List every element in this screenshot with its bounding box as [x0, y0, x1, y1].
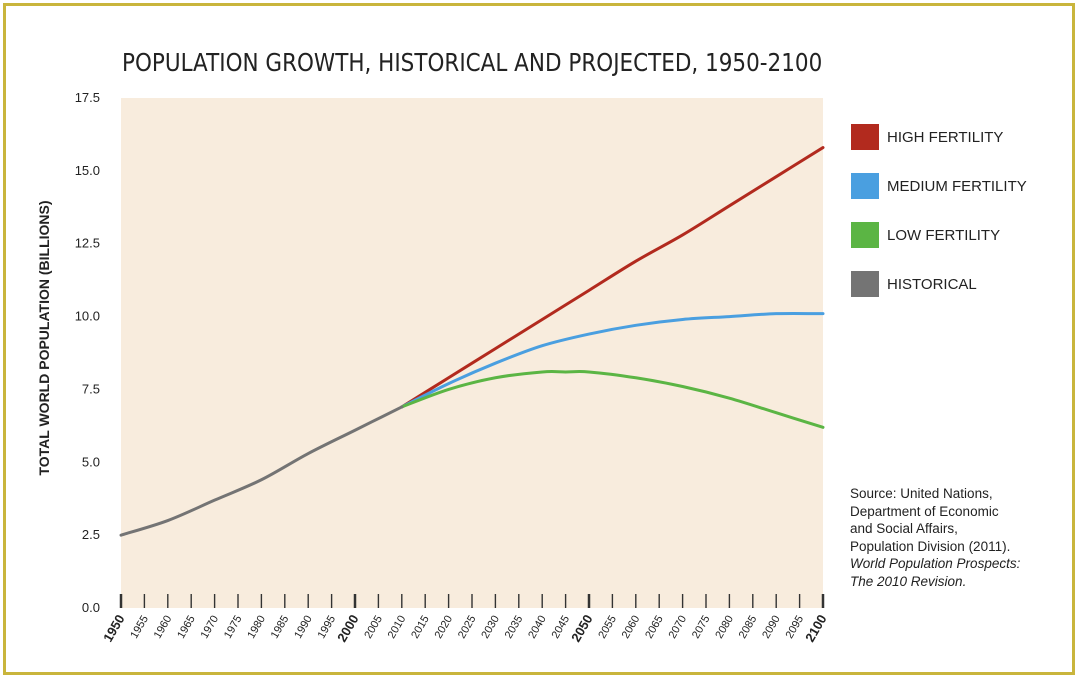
source-line-1: Source: United Nations,	[850, 486, 993, 501]
legend-swatch-medium	[851, 173, 879, 199]
legend-item-high: HIGH FERTILITY	[851, 122, 1027, 152]
x-tick-label: 2030	[479, 614, 502, 641]
legend-swatch-low	[851, 222, 879, 248]
x-tick-label: 2100	[802, 612, 829, 645]
x-tick-label: 2025	[456, 614, 479, 641]
series-lines	[119, 146, 825, 537]
x-tick-label: 1980	[245, 614, 268, 641]
y-tick-label: 15.0	[75, 163, 100, 178]
series-line-medium-fertility	[400, 311, 825, 409]
source-line-6: The 2010 Revision.	[850, 573, 967, 589]
x-tick-label: 2000	[334, 612, 361, 645]
x-tick-label: 2005	[362, 614, 385, 641]
y-tick-label: 7.5	[82, 381, 100, 396]
legend-item-low: LOW FERTILITY	[851, 220, 1027, 250]
source-line-4: Population Division (2011).	[850, 538, 1011, 554]
x-tick-label: 2050	[568, 612, 595, 645]
x-tick-label: 2055	[596, 614, 619, 641]
y-tick-label: 10.0	[75, 309, 100, 324]
legend: HIGH FERTILITY MEDIUM FERTILITY LOW FERT…	[851, 122, 1027, 318]
x-tick-label: 2015	[409, 614, 432, 641]
x-tick-label: 2070	[667, 614, 690, 641]
legend-label-historical: HISTORICAL	[887, 275, 977, 293]
chart-title: POPULATION GROWTH, HISTORICAL AND PROJEC…	[122, 48, 823, 77]
x-tick-label: 2060	[620, 614, 643, 641]
y-tick-label: 5.0	[82, 454, 100, 469]
x-tick-label: 1975	[222, 614, 245, 641]
series-line-historical	[119, 405, 404, 537]
x-tick-label: 2035	[503, 614, 526, 641]
legend-swatch-historical	[851, 271, 879, 297]
x-tick-label: 2080	[713, 614, 736, 641]
x-tick-label: 1985	[269, 614, 292, 641]
y-tick-label: 12.5	[75, 236, 100, 251]
x-tick-label: 1955	[128, 614, 151, 641]
plot-background	[121, 98, 823, 608]
y-tick-label: 0.0	[82, 600, 100, 615]
x-tick-label: 2020	[433, 614, 456, 641]
x-tick-label: 1990	[292, 614, 315, 641]
x-tick-label: 2040	[526, 614, 549, 641]
x-tick-label: 2090	[760, 614, 783, 641]
source-line-2: Department of Economic	[850, 503, 999, 519]
x-tick-label: 1950	[100, 612, 127, 645]
x-tick-label: 2075	[690, 614, 713, 641]
x-tick-label: 1960	[152, 614, 175, 641]
y-tick-label: 2.5	[82, 527, 100, 542]
source-line-3: and Social Affairs,	[850, 521, 958, 536]
x-tick-label: 2010	[386, 614, 409, 641]
x-tick-label: 2065	[643, 614, 666, 641]
x-tick-label: 1965	[175, 614, 198, 641]
legend-label-high: HIGH FERTILITY	[887, 128, 1004, 146]
y-tick-label: 17.5	[75, 90, 100, 105]
legend-label-low: LOW FERTILITY	[887, 226, 1001, 244]
series-line-high-fertility	[400, 146, 825, 409]
legend-item-medium: MEDIUM FERTILITY	[851, 171, 1027, 201]
legend-swatch-high	[851, 124, 879, 150]
legend-label-medium: MEDIUM FERTILITY	[887, 177, 1027, 195]
series-line-low-fertility	[400, 370, 825, 429]
legend-item-historical: HISTORICAL	[851, 269, 1027, 299]
source-note: Source: United Nations, Department of Ec…	[850, 485, 1060, 590]
x-tick-label: 1970	[199, 614, 222, 641]
source-line-5: World Population Prospects:	[850, 556, 1021, 571]
x-tick-label: 2085	[737, 614, 760, 641]
y-axis-ticks: 0.0 2.5 5.0 7.5 10.0 12.5 15.0 17.5	[75, 90, 100, 615]
